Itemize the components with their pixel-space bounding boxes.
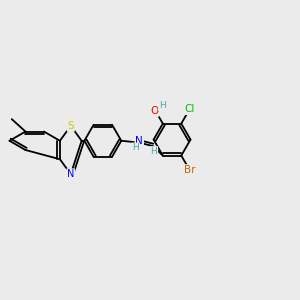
Text: S: S [68, 121, 74, 131]
Text: Br: Br [184, 165, 195, 175]
Text: N: N [135, 136, 143, 146]
Text: H: H [132, 143, 139, 152]
Text: N: N [67, 169, 74, 179]
Text: H: H [159, 101, 165, 110]
Text: Cl: Cl [184, 104, 195, 114]
Text: O: O [150, 106, 159, 116]
Text: H: H [151, 147, 158, 156]
